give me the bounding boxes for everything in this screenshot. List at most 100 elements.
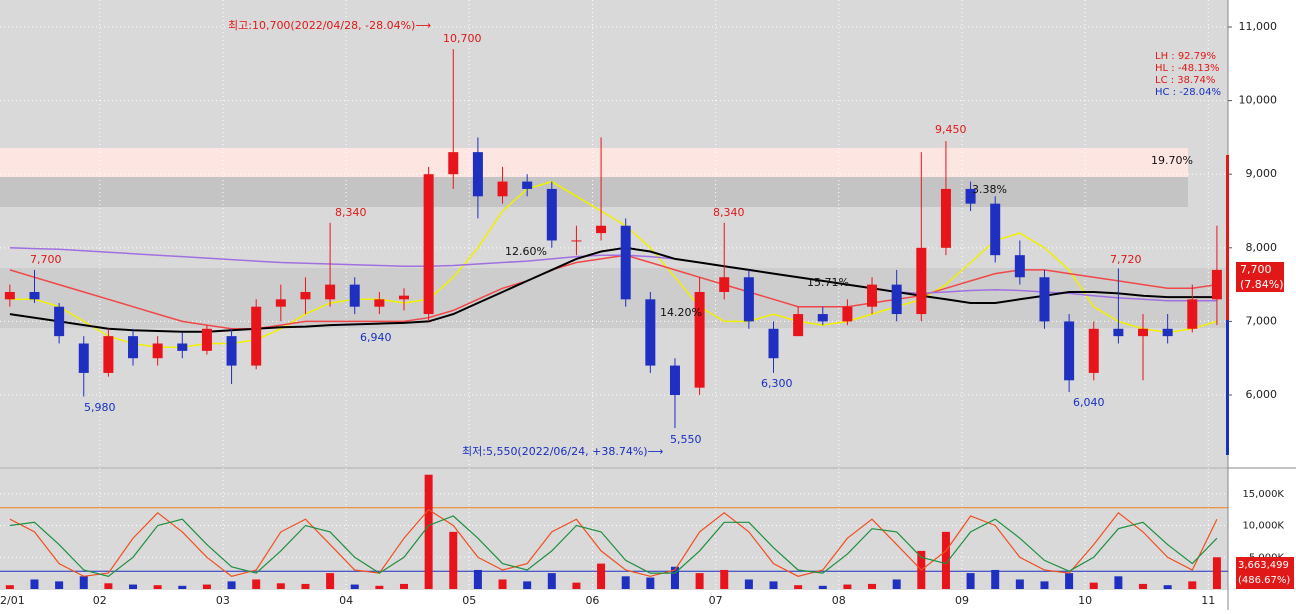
price-panel	[0, 0, 1228, 467]
y-tick-label: 10,000	[1239, 94, 1278, 107]
candle-body	[571, 240, 582, 242]
volume-bar	[1188, 581, 1197, 589]
volume-bar	[941, 531, 950, 589]
last-volume-box	[1236, 557, 1294, 589]
y-tick-label: 10,000K	[1242, 521, 1284, 532]
volume-bar	[5, 585, 14, 589]
annotation: 6,940	[360, 331, 392, 344]
volume-bar	[1065, 573, 1074, 589]
candle-body	[916, 247, 927, 315]
last-change: (7.84%)	[1240, 278, 1284, 291]
volume-bar	[424, 474, 433, 589]
x-tick-label: 02	[93, 594, 107, 607]
candle-body	[867, 284, 878, 307]
candle-body	[891, 284, 902, 315]
x-tick-label: 03	[216, 594, 230, 607]
candle-body	[497, 181, 508, 197]
annotation: 12.60%	[505, 245, 547, 258]
annotation: 15.71%	[807, 276, 849, 289]
volume-bar	[129, 584, 138, 589]
volume-bar	[473, 569, 482, 589]
y-tick-label: 8,000	[1246, 241, 1278, 254]
volume-bar	[326, 573, 335, 589]
volume-bar	[572, 582, 581, 589]
volume-bar	[621, 576, 630, 589]
volume-bar	[695, 573, 704, 589]
x-tick-label: 07	[709, 594, 723, 607]
candle-body	[1088, 328, 1099, 373]
volume-bar	[301, 583, 310, 589]
candle-body	[694, 291, 705, 388]
stat: HC : -28.04%	[1155, 87, 1221, 98]
annotation: 6,040	[1073, 396, 1105, 409]
candle-body	[719, 277, 730, 292]
candle-body	[152, 343, 163, 359]
candle-body	[448, 152, 459, 175]
candle-body	[1064, 321, 1075, 381]
annotation: 최고:10,700(2022/04/28, -28.04%)⟶	[228, 19, 431, 32]
volume-bar	[79, 576, 88, 589]
candle-body	[546, 188, 557, 241]
annotation: 7,720	[1110, 253, 1142, 266]
stat: LC : 38.74%	[1155, 75, 1215, 86]
volume-bar	[104, 583, 113, 589]
candle-body	[645, 299, 656, 366]
candle-body	[1187, 299, 1198, 329]
last-ratio: (486.67%)	[1238, 575, 1290, 586]
candle-body	[522, 181, 533, 189]
candle-body	[29, 291, 40, 300]
y-tick-label: 9,000	[1246, 167, 1278, 180]
candle-body	[1113, 328, 1124, 337]
oscillator-line	[9, 515, 1218, 577]
candle-body	[398, 295, 409, 300]
volume-bar	[547, 573, 556, 589]
annotation: 19.70%	[1151, 154, 1193, 167]
zone-band	[0, 177, 1188, 207]
candle-body	[620, 225, 631, 300]
candle-body	[669, 365, 680, 396]
candle-body	[177, 343, 188, 351]
candle-body	[201, 328, 212, 351]
volume-bar	[202, 584, 211, 589]
volume-bar	[818, 585, 827, 589]
candle-body	[128, 336, 139, 359]
candle-body	[54, 306, 65, 337]
annotation: 6,300	[761, 377, 793, 390]
volume-bar	[991, 569, 1000, 589]
volume-bar	[55, 581, 64, 589]
annotation: 8,340	[335, 206, 367, 219]
volume-bar	[498, 579, 507, 589]
oscillator-line	[9, 508, 1218, 577]
volume-bar	[1139, 583, 1148, 589]
x-tick-label: 10	[1078, 594, 1092, 607]
candle-body	[743, 277, 754, 322]
candle-body	[4, 291, 15, 300]
candle-body	[1211, 269, 1222, 300]
candle-body	[226, 336, 237, 366]
annotation: 최저:5,550(2022/06/24, +38.74%)⟶	[462, 445, 664, 458]
candle-body	[768, 328, 779, 359]
y-tick-label: 6,000	[1246, 388, 1278, 401]
candle-body	[965, 188, 976, 204]
annotation: 5,980	[84, 401, 116, 414]
last-volume: 3,663,499	[1238, 560, 1289, 571]
volume-bar	[843, 584, 852, 589]
x-tick-label: 05	[462, 594, 476, 607]
range-bar	[1226, 320, 1229, 455]
volume-bar	[744, 579, 753, 589]
candle-body	[940, 188, 951, 248]
annotation: 9,450	[935, 123, 967, 136]
volume-bar	[252, 579, 261, 589]
last-price-box	[1236, 262, 1284, 292]
candle-body	[596, 225, 607, 234]
stat: LH : 92.79%	[1155, 51, 1216, 62]
x-tick-label: 06	[585, 594, 599, 607]
annotation: 7,700	[30, 253, 62, 266]
candle-body	[275, 299, 286, 307]
volume-bar	[597, 563, 606, 589]
candle-body	[1039, 277, 1050, 322]
candle-body	[349, 284, 360, 307]
volume-bar	[399, 583, 408, 589]
volume-bar	[966, 573, 975, 589]
x-tick-label: 11	[1201, 594, 1215, 607]
